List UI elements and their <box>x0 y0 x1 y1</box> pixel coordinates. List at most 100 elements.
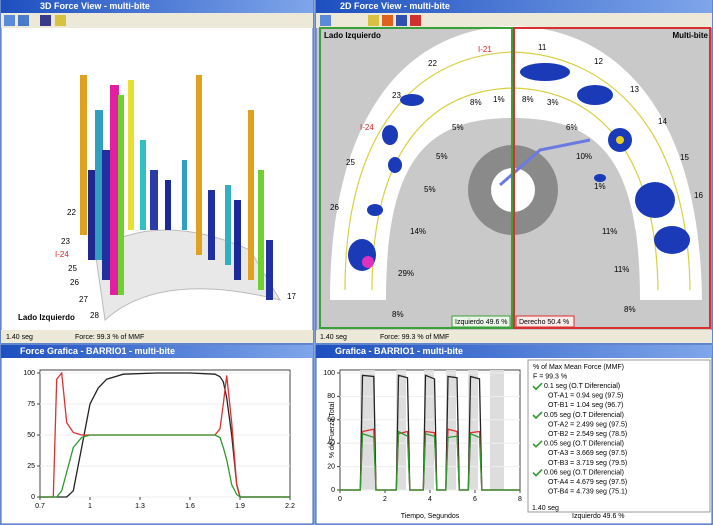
legend-box <box>527 359 711 513</box>
contact-blobs <box>348 63 690 271</box>
y-axis-label: % de Fuerza Total <box>329 401 336 458</box>
legend-entry: OT-B1 = 1.04 seg (96.7) <box>548 402 623 409</box>
legend-entry: 0.05 seg (O.T Diferencial) <box>544 412 624 419</box>
legend-entry: % of Max Mean Force (MMF) <box>533 364 624 371</box>
legend-entry: OT-A3 = 3.669 seg (97.5) <box>548 450 627 457</box>
y-tick-label: 100 <box>323 370 335 377</box>
status-bar <box>316 330 712 343</box>
tooth-label: 22 <box>67 208 76 217</box>
x-tick-label: 6 <box>473 496 477 503</box>
legend-check <box>532 411 543 420</box>
legend-entry: OT-B4 = 4.739 seg (75.1) <box>548 489 627 496</box>
x-tick-label: 0 <box>338 496 342 503</box>
x-tick-label: 8 <box>518 496 522 503</box>
status-force: Force: 99.3 % of MMF <box>380 334 449 341</box>
tooth-label: 11 <box>538 43 547 52</box>
tool-button[interactable] <box>410 15 421 26</box>
status-force: Force: 99.3 % of MMF <box>75 334 144 341</box>
right-region <box>513 27 711 329</box>
tool-button[interactable] <box>55 15 66 26</box>
y-tick-label: 20 <box>327 463 335 470</box>
side-label: Lado Izquierdo <box>324 31 381 40</box>
right-total: Derecho 50.4 % <box>519 319 569 326</box>
legend-entry: OT-A2 = 2.499 seg (97.5) <box>548 421 627 428</box>
status-time: 1.40 seg <box>532 505 559 512</box>
window-3d: 3D Force View - multi-bite 22 23 I-24 25… <box>0 0 314 344</box>
percent-label: 11% <box>614 265 629 274</box>
legend-check <box>532 440 543 448</box>
percent-label: 10% <box>576 152 592 161</box>
percent-label: 11% <box>602 227 617 236</box>
arch-floor <box>94 229 282 322</box>
tooth-label: I-24 <box>360 123 374 132</box>
tool-button[interactable] <box>4 15 15 26</box>
y-tick-label: 0 <box>31 494 35 501</box>
tooth-label: 23 <box>392 91 401 100</box>
legend-entry: OT-B2 = 2.549 seg (78.5) <box>548 431 627 438</box>
status-time: 1.40 seg <box>6 334 33 341</box>
legend-entry: OT-B3 = 3.719 seg (79.5) <box>548 460 627 467</box>
toolbar[interactable] <box>1 13 313 28</box>
legend-entry: F = 99.3 % <box>533 373 567 380</box>
tooth-label: 27 <box>79 295 88 304</box>
window-title: Grafica - BARRIO1 - multi-bite <box>335 346 463 356</box>
x-tick-label: 1.9 <box>235 503 245 510</box>
status-side: Izquierdo 49.6 % <box>572 513 625 520</box>
legend-entry: OT-A4 = 4.679 seg (97.5) <box>548 479 627 486</box>
tool-button[interactable] <box>18 15 29 26</box>
tooth-label: 26 <box>70 278 79 287</box>
side-label: Lado Izquierdo <box>18 313 75 322</box>
percent-label: 3% <box>547 98 559 107</box>
percent-label: 5% <box>424 185 436 194</box>
x-tick-label: 2 <box>383 496 387 503</box>
series-line <box>40 372 290 498</box>
tooth-label: 12 <box>594 57 603 66</box>
tooth-label: I-21 <box>478 45 492 54</box>
legend-check <box>532 382 543 391</box>
window-title: Force Grafica - BARRIO1 - multi-bite <box>20 346 175 356</box>
percent-label: 8% <box>522 95 534 104</box>
percent-label: 8% <box>624 305 636 314</box>
x-tick-label: 1.6 <box>185 503 195 510</box>
window-2d: 2D Force View - multi-bite Lado Izquierd… <box>315 0 713 344</box>
status-bar <box>1 330 313 343</box>
tool-button[interactable] <box>396 15 407 26</box>
tooth-label: 22 <box>428 59 437 68</box>
x-tick-label: 2.2 <box>285 503 295 510</box>
side-label: Multi-bite <box>672 31 708 40</box>
percent-label: 8% <box>470 98 482 107</box>
percent-label: 14% <box>410 227 426 236</box>
tool-button[interactable] <box>320 15 331 26</box>
legend-entry: 0.06 seg (O.T Diferencial) <box>544 469 624 476</box>
tool-button[interactable] <box>40 15 51 26</box>
tooth-label: 14 <box>658 117 667 126</box>
series-line <box>340 374 520 491</box>
series-line <box>40 434 290 498</box>
y-tick-label: 0 <box>331 487 335 494</box>
tooth-label: 25 <box>68 264 77 273</box>
tooth-label: 16 <box>694 191 703 200</box>
y-tick-label: 100 <box>23 370 35 377</box>
percent-label: 8% <box>392 310 404 319</box>
legend-check <box>532 469 543 477</box>
tooth-label: 26 <box>330 203 339 212</box>
tooth-label: 23 <box>61 237 70 246</box>
percent-label: 6% <box>566 123 578 132</box>
title-bar <box>1 0 313 13</box>
percent-label: 5% <box>452 123 464 132</box>
y-tick-label: 60 <box>327 417 335 424</box>
force-columns <box>80 75 273 300</box>
percent-label: 1% <box>594 182 606 191</box>
tooth-label: I-24 <box>55 250 69 259</box>
percent-label: 1% <box>493 95 505 104</box>
title-bar <box>1 345 313 358</box>
title-bar <box>316 345 712 358</box>
window-title: 3D Force View - multi-bite <box>40 1 150 11</box>
status-time: 1.40 seg <box>320 334 347 341</box>
tool-button[interactable] <box>368 15 379 26</box>
x-tick-label: 1 <box>88 503 92 510</box>
window-title: 2D Force View - multi-bite <box>340 1 450 11</box>
title-bar <box>316 0 712 13</box>
tool-button[interactable] <box>382 15 393 26</box>
